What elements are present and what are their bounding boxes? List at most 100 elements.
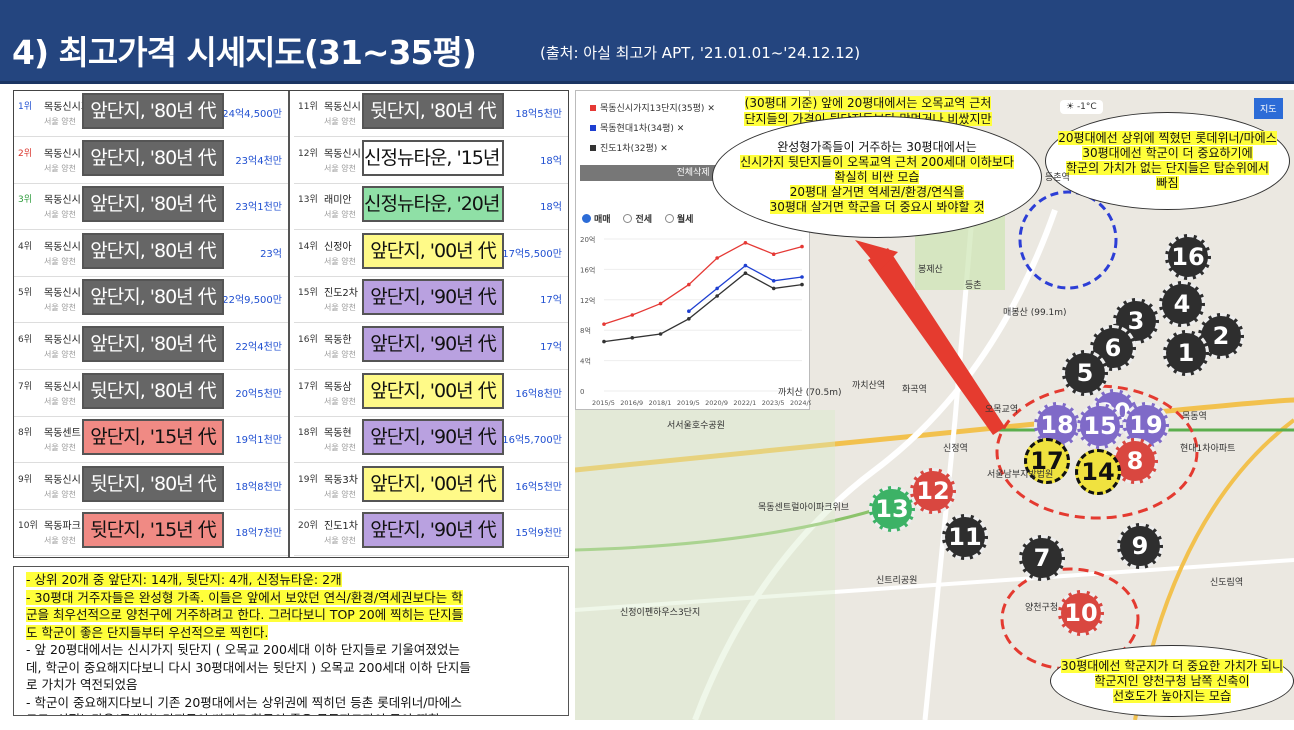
apartment-name: 목동한 xyxy=(324,335,352,346)
data-point xyxy=(771,279,776,283)
x-tick-label: 2022/1 xyxy=(733,399,756,407)
ranking-row[interactable]: 2위 목동신시 서울 양천 23억4천만 앞단지, '80년 代 xyxy=(14,138,288,184)
rank-number: 5위 xyxy=(18,288,33,299)
legend-item-3[interactable]: 진도1차(32평) ✕ xyxy=(590,141,668,154)
apartment-price: 19억1천만 xyxy=(235,435,282,447)
apartment-location: 서울 양천 xyxy=(324,536,356,546)
radio-sale[interactable]: 매매 xyxy=(582,214,611,225)
map-place-label: 봉제산 xyxy=(918,265,943,275)
map-marker[interactable]: 10 xyxy=(1058,590,1104,636)
map-marker[interactable]: 1 xyxy=(1163,330,1209,376)
map-marker[interactable]: 16 xyxy=(1165,234,1211,280)
ranking-row[interactable]: 5위 목동신시 서울 양천 22억9,500만 앞단지, '80년 代 xyxy=(14,277,288,324)
apartment-location: 서울 양천 xyxy=(44,396,76,406)
ranking-column-right: 11위 목동신시 서울 양천 18억5천만 뒷단지, '80년 代 12위 목동신시 서울 양… xyxy=(294,91,570,557)
apartment-name: 목동신시 xyxy=(44,335,81,346)
apartment-name: 목동현 xyxy=(324,428,352,440)
map-marker[interactable]: 15 xyxy=(1077,403,1123,449)
apartment-name: 목동신시 xyxy=(44,148,81,160)
ranking-row[interactable]: 17위 목동삼 서울 양천 16억8천만 앞단지, '00년 代 xyxy=(294,371,568,417)
apartment-location: 서울 양천 xyxy=(324,303,356,313)
summary-line: 군을 최우선적으로 양천구에 거주하려고 한다. 그러다보니 TOP 20에 찍… xyxy=(26,607,464,622)
map-marker[interactable]: 12 xyxy=(910,468,956,514)
ranking-panel: 1위 목동신시가지 서울 양천 24억4,500만 앞단지, '80년 代 2위 목동신시 서… xyxy=(13,90,569,558)
map-marker[interactable]: 14 xyxy=(1075,449,1121,495)
map-toggle-button[interactable]: 지도 xyxy=(1254,98,1283,119)
map-marker[interactable]: 9 xyxy=(1117,523,1163,569)
apartment-location: 서울 양천 xyxy=(44,256,76,266)
ranking-row[interactable]: 15위 진도2차 서울 양천 17억 앞단지, '90년 代 xyxy=(294,277,568,324)
map-marker[interactable]: 4 xyxy=(1159,281,1205,327)
apartment-price: 23억 xyxy=(260,248,282,260)
apartment-location: 서울 양천 xyxy=(44,210,76,220)
apartment-name: 진도1차 xyxy=(324,521,358,533)
ranking-row[interactable]: 10위 목동파크 서울 양천 18억7천만 뒷단지, '15년 代 xyxy=(14,510,288,557)
apartment-price: 23억1천만 xyxy=(235,202,282,214)
data-point xyxy=(715,256,719,260)
legend-swatch xyxy=(590,145,596,151)
map-marker[interactable]: 13 xyxy=(869,486,915,532)
ranking-row[interactable]: 19위 목동3차 서울 양천 16억5천만 앞단지, '00년 代 xyxy=(294,464,568,510)
apartment-price: 17억5,500만 xyxy=(502,248,562,260)
apartment-name: 목동신시 xyxy=(44,288,81,300)
data-point xyxy=(743,271,748,275)
category-tag: 앞단지, '90년 代 xyxy=(362,512,504,549)
x-tick-label: 2020/9 xyxy=(705,399,728,407)
map-place-label: 목동역 xyxy=(1182,412,1207,422)
rank-number: 16위 xyxy=(298,335,318,345)
radio-monthly[interactable]: 월세 xyxy=(664,214,693,225)
ranking-row[interactable]: 20위 진도1차 서울 양천 15억9천만 앞단지, '90년 代 xyxy=(294,510,568,557)
rank-number: 9위 xyxy=(18,474,33,485)
map-place-label: 등촌 xyxy=(965,281,982,291)
map-marker[interactable]: 17 xyxy=(1024,438,1070,484)
ranking-row[interactable]: 4위 목동신시 서울 양천 23억 앞단지, '80년 代 xyxy=(14,231,288,277)
category-tag: 앞단지, '00년 代 xyxy=(362,465,504,502)
map-marker[interactable]: 5 xyxy=(1062,350,1108,396)
map-marker[interactable]: 7 xyxy=(1019,535,1065,581)
ranking-row[interactable]: 6위 목동신시 서울 양천 22억4천만 앞단지, '80년 代 xyxy=(14,324,288,370)
ranking-row[interactable]: 18위 목동현 서울 양천 16억5,700만 앞단지, '90년 代 xyxy=(294,417,568,464)
summary-line: 로 가치가 역전되었음 xyxy=(26,677,138,692)
data-point xyxy=(602,322,606,326)
apartment-name: 목동신시가지 xyxy=(44,102,100,113)
ranking-row[interactable]: 1위 목동신시가지 서울 양천 24억4,500만 앞단지, '80년 代 xyxy=(14,91,288,137)
map-marker[interactable]: 2 xyxy=(1198,313,1244,359)
data-point xyxy=(715,294,719,298)
apartment-price: 16억5천만 xyxy=(515,481,562,493)
category-tag: 앞단지, '00년 代 xyxy=(362,232,504,269)
map-place-label: 오목교역 xyxy=(985,405,1019,415)
ranking-row[interactable]: 16위 목동한 서울 양천 17억 앞단지, '90년 代 xyxy=(294,324,568,370)
apartment-price: 17억 xyxy=(540,295,562,307)
map-place-label: 신도림역 xyxy=(1210,578,1244,588)
ranking-row[interactable]: 7위 목동신시 서울 양천 20억5천만 뒷단지, '80년 代 xyxy=(14,371,288,417)
rank-number: 6위 xyxy=(18,335,33,345)
trade-type-radio-group[interactable]: 매매 전세 월세 xyxy=(582,212,703,225)
ranking-row[interactable]: 9위 목동신시 서울 양천 18억8천만 뒷단지, '80년 代 xyxy=(14,464,288,510)
apartment-location: 서울 양천 xyxy=(44,443,76,453)
legend-swatch xyxy=(590,105,596,111)
ranking-row[interactable]: 3위 목동신시 서울 양천 23억1천만 앞단지, '80년 代 xyxy=(14,184,288,231)
x-tick-label: 2016/9 xyxy=(620,399,643,407)
apartment-location: 서울 양천 xyxy=(324,210,356,220)
ranking-row[interactable]: 11위 목동신시 서울 양천 18억5천만 뒷단지, '80년 代 xyxy=(294,91,568,137)
category-tag: 앞단지, '80년 代 xyxy=(82,326,224,362)
map-place-label: 목동센트럴아이파크위브 xyxy=(758,503,850,513)
source-note: (출처: 아실 최고가 APT, '21.01.01~'24.12.12) xyxy=(540,44,861,62)
ranking-row[interactable]: 14위 신정아 서울 양천 17억5,500만 앞단지, '00년 代 xyxy=(294,231,568,277)
category-tag: 뒷단지, '80년 代 xyxy=(362,93,504,129)
ranking-row[interactable]: 8위 목동센트 서울 양천 19억1천만 앞단지, '15년 代 xyxy=(14,417,288,464)
legend-item-1[interactable]: 목동신시가지13단지(35평) ✕ xyxy=(590,101,715,114)
legend-item-2[interactable]: 목동현대1차(34평) ✕ xyxy=(590,121,684,134)
apartment-name: 래미안 xyxy=(324,195,352,207)
map-marker[interactable]: 6 xyxy=(1090,325,1136,371)
map-place-label: 화곡역 xyxy=(902,385,927,395)
x-tick-label: 2023/5 xyxy=(762,399,785,407)
y-tick-label: 0 xyxy=(580,388,584,396)
apartment-price: 18억7천만 xyxy=(235,528,282,540)
rank-number: 11위 xyxy=(298,102,318,112)
map-marker[interactable]: 11 xyxy=(942,514,988,560)
rank-number: 4위 xyxy=(18,241,33,252)
radio-jeonse[interactable]: 전세 xyxy=(623,214,652,225)
